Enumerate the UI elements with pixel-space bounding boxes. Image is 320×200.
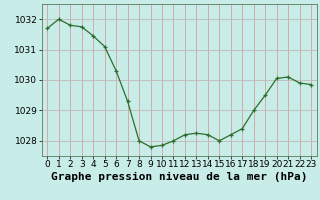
X-axis label: Graphe pression niveau de la mer (hPa): Graphe pression niveau de la mer (hPa) <box>51 172 308 182</box>
